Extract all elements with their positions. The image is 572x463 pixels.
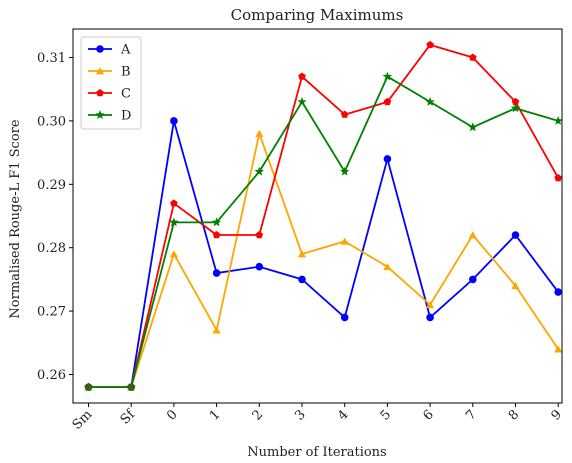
x-tick-label: Sm xyxy=(70,407,96,433)
legend-label-b: B xyxy=(121,65,131,80)
legend-label-c: C xyxy=(121,87,131,102)
data-point-d-2 xyxy=(254,166,264,176)
legend-item-b: B xyxy=(88,65,131,80)
data-point-b-9 xyxy=(554,345,563,353)
legend-item-d: D xyxy=(88,109,131,124)
data-point-c-8 xyxy=(511,97,520,106)
data-point-d-0 xyxy=(169,217,179,227)
data-point-a-2 xyxy=(255,262,264,271)
x-tick-label: 0 xyxy=(164,407,180,423)
x-tick-label: 2 xyxy=(250,407,266,423)
data-point-c-5 xyxy=(383,97,392,106)
x-tick-label: 1 xyxy=(207,407,223,423)
data-point-a-8 xyxy=(511,231,520,239)
data-point-a-7 xyxy=(469,275,477,284)
y-tick-label: 0.29 xyxy=(37,178,66,193)
y-tick-label: 0.31 xyxy=(37,51,66,66)
series-line-d xyxy=(88,75,559,389)
data-point-b-5 xyxy=(383,262,392,271)
data-point-b-8 xyxy=(511,281,520,290)
data-point-b-0 xyxy=(169,250,179,258)
chart-title: Comparing Maximums xyxy=(231,6,404,24)
x-axis-label: Number of Iterations xyxy=(247,445,386,460)
data-point-d-Sf xyxy=(126,382,136,392)
data-point-a-1 xyxy=(212,269,221,277)
series-line-c xyxy=(88,43,559,389)
data-point-a-4 xyxy=(340,313,349,322)
x-tick-label: 7 xyxy=(463,407,479,423)
data-point-d-3 xyxy=(297,96,307,106)
data-point-d-1 xyxy=(211,217,222,227)
legend-item-c: C xyxy=(88,87,131,102)
data-point-d-Sm xyxy=(83,382,94,392)
legend-marker-c xyxy=(96,89,104,97)
data-point-d-5 xyxy=(382,71,393,81)
y-tick-label: 0.28 xyxy=(37,241,66,256)
data-point-c-2 xyxy=(255,231,264,239)
data-point-a-0 xyxy=(170,117,178,125)
data-point-a-9 xyxy=(554,288,562,296)
legend-label-d: D xyxy=(121,109,131,124)
legend-label-a: A xyxy=(120,43,131,58)
y-tick-label: 0.30 xyxy=(37,114,66,129)
x-tick-label: 3 xyxy=(292,407,308,423)
data-point-c-4 xyxy=(340,110,349,118)
x-tick-label: 4 xyxy=(335,407,351,423)
data-point-d-8 xyxy=(510,103,521,113)
series-b xyxy=(84,129,563,391)
data-point-b-3 xyxy=(297,250,307,258)
data-point-b-4 xyxy=(340,237,349,245)
x-tick-label: 5 xyxy=(378,407,394,423)
data-point-a-5 xyxy=(383,155,392,163)
data-point-c-7 xyxy=(469,53,477,61)
legend-item-a: A xyxy=(88,43,131,58)
series-d xyxy=(83,71,563,392)
x-tick-label: 9 xyxy=(549,407,565,423)
series-line-b xyxy=(88,132,559,389)
data-point-c-6 xyxy=(426,40,434,49)
series-c xyxy=(84,40,562,391)
x-tick-label: 6 xyxy=(420,407,436,423)
x-tick-label: Sf xyxy=(118,406,139,427)
legend-marker-a xyxy=(96,45,104,53)
y-axis-label: Normalised Rouge-L F1 Score xyxy=(8,119,23,318)
data-point-c-1 xyxy=(212,231,221,239)
series-a xyxy=(84,117,562,391)
plot-frame xyxy=(72,28,563,404)
legend-box xyxy=(80,36,142,130)
data-point-d-6 xyxy=(425,96,435,106)
data-point-b-1 xyxy=(212,326,221,334)
data-point-b-2 xyxy=(255,129,264,137)
data-point-a-6 xyxy=(426,313,434,322)
legend-marker-d xyxy=(95,110,105,119)
y-tick-label: 0.27 xyxy=(37,305,66,320)
data-point-c-9 xyxy=(554,173,562,182)
data-point-d-9 xyxy=(553,115,563,125)
data-point-b-6 xyxy=(425,301,435,309)
x-tick-label: 8 xyxy=(506,407,522,423)
data-point-c-0 xyxy=(170,199,178,207)
data-point-d-7 xyxy=(468,122,478,132)
series-line-a xyxy=(88,120,559,389)
data-point-a-3 xyxy=(298,275,306,284)
data-point-c-3 xyxy=(298,72,306,80)
data-point-d-4 xyxy=(340,166,350,176)
legend-marker-b xyxy=(95,67,105,75)
y-tick-label: 0.26 xyxy=(37,368,66,383)
plot-area xyxy=(83,40,563,392)
data-point-b-7 xyxy=(468,231,477,239)
